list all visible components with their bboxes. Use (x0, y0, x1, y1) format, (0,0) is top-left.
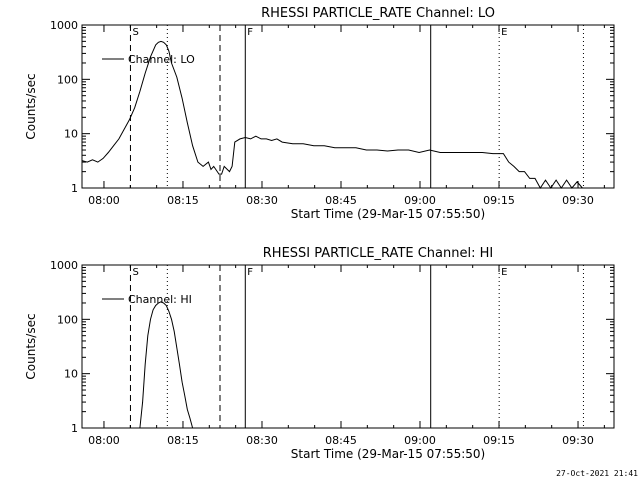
x-tick-label: 08:15 (167, 194, 199, 207)
x-tick-label: 08:15 (167, 434, 199, 447)
event-marker-label: S (132, 267, 138, 278)
y-tick-label: 1 (71, 182, 78, 195)
y-tick-label: 1000 (50, 19, 78, 32)
y-tick-label: 10 (64, 368, 78, 381)
x-tick-label: 09:00 (404, 194, 436, 207)
chart-panel-2: RHESSI PARTICLE_RATE Channel: HI 1 10 100 10… (24, 246, 615, 461)
x-axis-label: Start Time (29-Mar-15 07:55:50) (291, 207, 485, 221)
plot-frame (81, 264, 615, 429)
y-tick-label: 100 (57, 313, 78, 326)
y-axis-label: Counts/sec (24, 73, 38, 139)
y-tick-label: 1000 (50, 259, 78, 272)
legend-label: Channel: LO (128, 53, 195, 66)
plot-frame (81, 24, 615, 189)
y-tick-label: 100 (57, 73, 78, 86)
x-tick-label: 08:00 (88, 434, 120, 447)
x-tick-label: 08:00 (88, 194, 120, 207)
series-line (139, 301, 194, 429)
event-marker-label: F (247, 267, 253, 278)
x-tick-label: 08:30 (246, 434, 278, 447)
x-tick-label: 09:15 (483, 434, 515, 447)
event-marker-label: E (501, 27, 507, 38)
legend-label: Channel: HI (128, 293, 192, 306)
event-marker-label: E (501, 267, 507, 278)
x-tick-label: 09:30 (562, 194, 594, 207)
x-tick-label: 09:30 (562, 434, 594, 447)
x-tick-label: 08:30 (246, 194, 278, 207)
y-axis-label: Counts/sec (24, 313, 38, 379)
chart-panel-1: RHESSI PARTICLE_RATE Channel: LO 1 10 100 10… (24, 6, 615, 221)
chart-title: RHESSI PARTICLE_RATE Channel: LO (261, 6, 495, 21)
event-marker-label: S (132, 27, 138, 38)
y-tick-label: 10 (64, 128, 78, 141)
x-tick-label: 08:45 (325, 434, 357, 447)
x-tick-label: 08:45 (325, 194, 357, 207)
chart-title: RHESSI PARTICLE_RATE Channel: HI (263, 246, 493, 261)
plot-timestamp: 27-Oct-2021 21:41 (556, 469, 638, 478)
x-tick-label: 09:00 (404, 434, 436, 447)
x-tick-label: 09:15 (483, 194, 515, 207)
event-marker-label: F (247, 27, 253, 38)
series-line (81, 40, 583, 189)
y-tick-label: 1 (71, 422, 78, 435)
x-axis-label: Start Time (29-Mar-15 07:55:50) (291, 447, 485, 461)
